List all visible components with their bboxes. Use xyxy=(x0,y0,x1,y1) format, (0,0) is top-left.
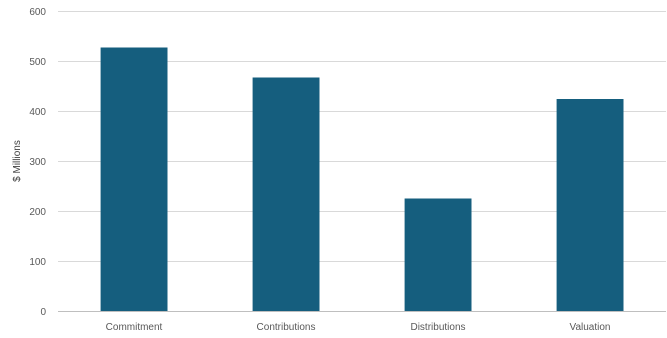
y-tick-label: 400 xyxy=(29,107,46,118)
bar-valuation xyxy=(556,99,624,311)
bar-distributions xyxy=(404,198,472,311)
bar-contributions xyxy=(252,77,320,311)
x-tick-label-valuation: Valuation xyxy=(570,322,611,333)
y-tick-label: 500 xyxy=(29,57,46,68)
y-tick-label: 600 xyxy=(29,7,46,18)
x-tick-label-commitment: Commitment xyxy=(106,322,163,333)
bar-commitment xyxy=(100,47,168,311)
y-axis-title: $ Millions xyxy=(12,140,23,182)
x-axis-ticks: Commitment Contributions Distributions Valu… xyxy=(106,322,611,333)
y-tick-label: 200 xyxy=(29,207,46,218)
y-tick-label: 100 xyxy=(29,257,46,268)
x-tick-label-distributions: Distributions xyxy=(410,322,465,333)
y-tick-label: 0 xyxy=(40,307,46,318)
y-tick-label: 300 xyxy=(29,157,46,168)
bars xyxy=(100,47,624,311)
x-tick-label-contributions: Contributions xyxy=(257,322,316,333)
y-axis-ticks: 0 100 200 300 400 500 600 xyxy=(29,7,46,318)
